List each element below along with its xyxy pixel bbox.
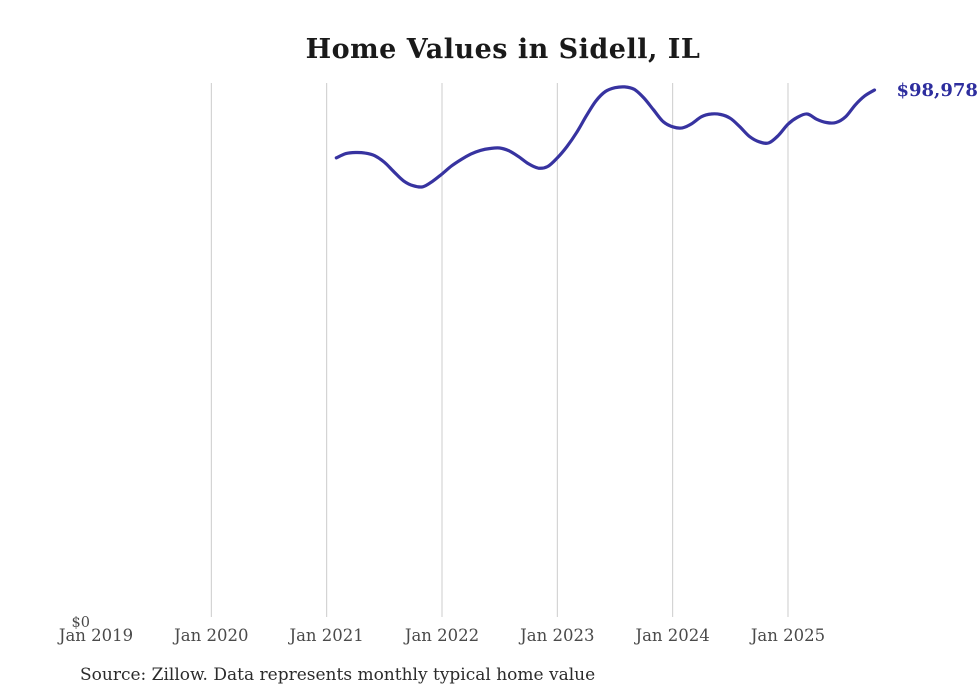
source-note: Source: Zillow. Data represents monthly … xyxy=(80,665,596,685)
chart-title: Home Values in Sidell, IL xyxy=(305,34,701,65)
x-tick-label: Jan 2023 xyxy=(518,626,594,645)
home-value-line xyxy=(334,85,877,189)
x-tick-label: Jan 2025 xyxy=(749,626,825,645)
x-tick-label: Jan 2019 xyxy=(57,626,133,645)
x-tick-label: Jan 2021 xyxy=(287,626,363,645)
y-axis-zero-label: $0 xyxy=(72,615,90,631)
end-value-label: $98,978 xyxy=(896,80,977,101)
x-tick-label: Jan 2024 xyxy=(633,626,709,645)
x-tick-label: Jan 2020 xyxy=(172,626,248,645)
x-tick-label: Jan 2022 xyxy=(403,626,479,645)
